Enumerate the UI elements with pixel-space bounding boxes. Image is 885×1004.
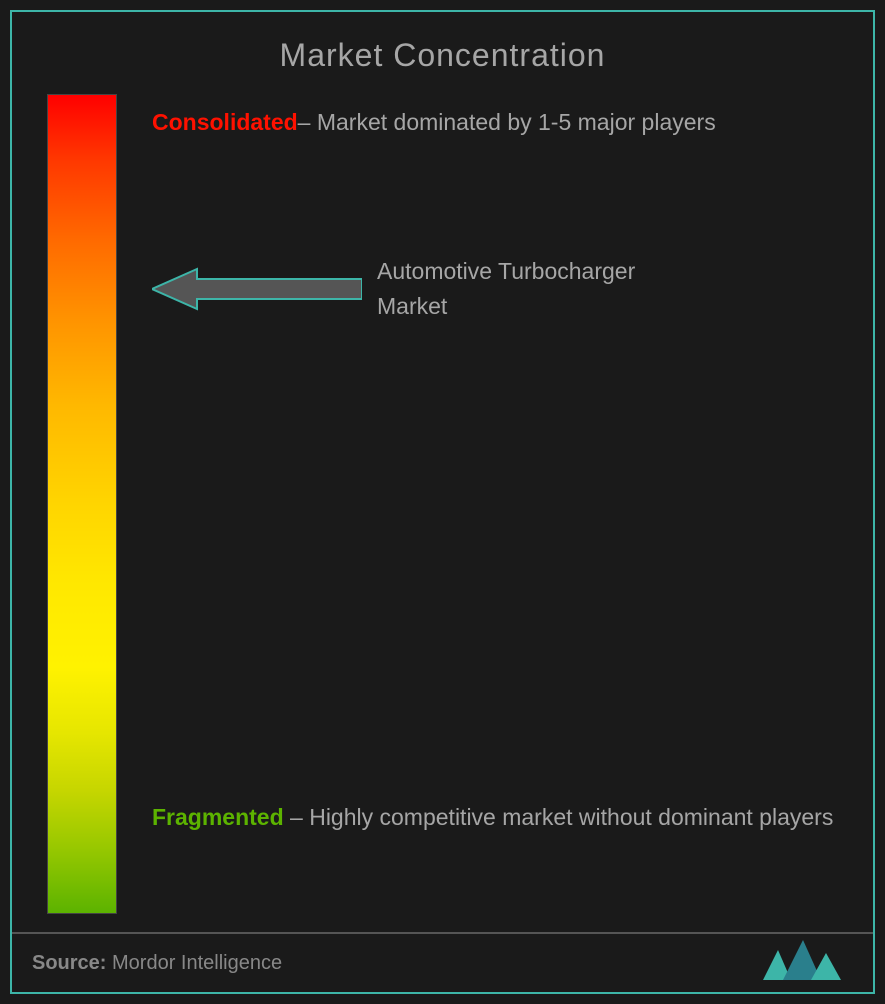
fragmented-text: – Highly competitive market without domi… xyxy=(284,804,834,830)
source-label: Source: xyxy=(32,952,106,974)
chart-title: Market Concentration xyxy=(12,37,873,74)
market-pointer-label: Automotive Turbocharger Market xyxy=(377,254,677,323)
source-attribution: Source: Mordor Intelligence xyxy=(32,952,282,975)
consolidated-text: – Market dominated by 1-5 major players xyxy=(298,109,716,135)
concentration-gradient-bar xyxy=(47,94,117,914)
fragmented-description: Fragmented – Highly competitive market w… xyxy=(152,794,843,840)
left-arrow-icon xyxy=(152,264,362,314)
consolidated-label: Consolidated xyxy=(152,109,298,135)
arrow-container xyxy=(152,264,362,319)
content-area: Consolidated– Market dominated by 1-5 ma… xyxy=(12,74,873,914)
fragmented-label: Fragmented xyxy=(152,804,284,830)
main-container: Market Concentration Consolidated– Marke… xyxy=(10,10,875,994)
consolidated-description: Consolidated– Market dominated by 1-5 ma… xyxy=(152,99,843,145)
source-name: Mordor Intelligence xyxy=(106,952,282,974)
footer: Source: Mordor Intelligence xyxy=(12,932,873,992)
mordor-logo-icon xyxy=(763,938,843,980)
